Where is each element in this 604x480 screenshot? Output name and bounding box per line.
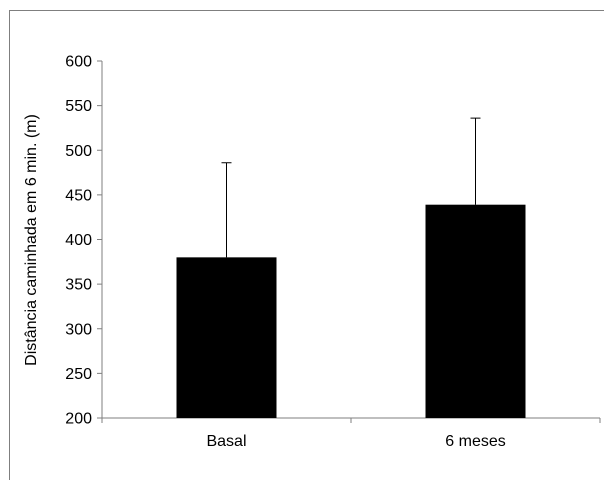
y-tick-label: 550 (65, 98, 92, 115)
bar-basal (176, 257, 277, 418)
y-tick-label: 200 (65, 411, 92, 428)
y-tick-label: 350 (65, 277, 92, 294)
x-category-label: 6 meses (445, 433, 505, 450)
x-category-label: Basal (206, 433, 246, 450)
y-tick-label: 400 (65, 232, 92, 249)
y-tick-label: 300 (65, 321, 92, 338)
y-tick-label: 500 (65, 143, 92, 160)
plot-area: 200 250 300 350 400 450 500 550 600 Basal 6 meses (65, 54, 601, 450)
chart-frame (9, 10, 604, 480)
bar-6-meses (425, 204, 526, 418)
y-axis-title: Distância caminhada em 6 min. (m) (23, 114, 40, 366)
y-tick-label: 250 (65, 366, 92, 383)
y-tick-label: 450 (65, 187, 92, 204)
y-tick-label: 600 (65, 54, 92, 71)
